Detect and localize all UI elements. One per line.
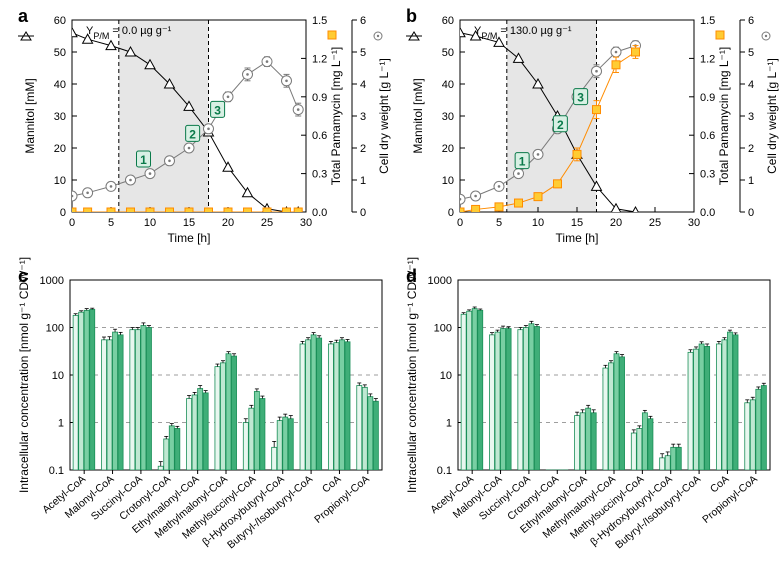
svg-text:Intracellular concentration [n: Intracellular concentration [nmol g⁻¹ CD… — [405, 257, 419, 493]
svg-text:d: d — [406, 266, 417, 286]
svg-text:4: 4 — [360, 79, 366, 91]
svg-text:1000: 1000 — [428, 275, 452, 287]
svg-text:CoA: CoA — [708, 473, 731, 495]
svg-text:60: 60 — [442, 15, 454, 27]
svg-text:0.3: 0.3 — [700, 169, 715, 181]
svg-text:0: 0 — [448, 207, 454, 219]
svg-text:1.2: 1.2 — [700, 53, 715, 65]
svg-text:20: 20 — [222, 217, 234, 229]
svg-text:20: 20 — [610, 217, 622, 229]
svg-text:50: 50 — [54, 47, 66, 59]
svg-text:0.6: 0.6 — [312, 130, 327, 142]
svg-text:30: 30 — [688, 217, 700, 229]
svg-text:5: 5 — [360, 47, 366, 59]
svg-text:10: 10 — [532, 217, 544, 229]
svg-text:0: 0 — [60, 207, 66, 219]
svg-text:3: 3 — [577, 91, 584, 105]
svg-text:0.1: 0.1 — [437, 465, 452, 477]
svg-text:5: 5 — [748, 47, 754, 59]
svg-text:1: 1 — [748, 175, 754, 187]
svg-text:0.1: 0.1 — [49, 465, 64, 477]
svg-text:30: 30 — [442, 111, 454, 123]
svg-text:20: 20 — [54, 143, 66, 155]
svg-text:Cell dry weight [g L⁻¹]: Cell dry weight [g L⁻¹] — [377, 58, 391, 174]
svg-text:2: 2 — [557, 118, 564, 132]
svg-text:1.5: 1.5 — [312, 15, 327, 27]
svg-text:1: 1 — [446, 418, 452, 430]
svg-text:1000: 1000 — [40, 275, 64, 287]
svg-text:2: 2 — [748, 143, 754, 155]
svg-text:2: 2 — [189, 127, 196, 141]
svg-text:1: 1 — [58, 418, 64, 430]
svg-text:20: 20 — [442, 143, 454, 155]
svg-text:1: 1 — [519, 155, 526, 169]
svg-text:10: 10 — [144, 217, 156, 229]
svg-text:30: 30 — [54, 111, 66, 123]
svg-text:3: 3 — [360, 111, 366, 123]
svg-text:100: 100 — [434, 323, 452, 335]
svg-text:10: 10 — [52, 370, 64, 382]
svg-text:3: 3 — [748, 111, 754, 123]
svg-text:2: 2 — [360, 143, 366, 155]
svg-text:15: 15 — [571, 217, 583, 229]
figure-svg: 051015202530Time [h]0102030405060Mannito… — [0, 0, 784, 570]
svg-text:0.0: 0.0 — [700, 207, 715, 219]
svg-text:6: 6 — [360, 15, 366, 27]
svg-text:30: 30 — [300, 217, 312, 229]
svg-text:Total Pamamycin [mg L⁻¹]: Total Pamamycin [mg L⁻¹] — [717, 47, 731, 185]
svg-text:CoA: CoA — [320, 473, 343, 495]
svg-text:5: 5 — [496, 217, 502, 229]
svg-text:Cell dry weight [g L⁻¹]: Cell dry weight [g L⁻¹] — [765, 58, 779, 174]
svg-text:5: 5 — [108, 217, 114, 229]
svg-text:0: 0 — [457, 217, 463, 229]
svg-text:10: 10 — [54, 175, 66, 187]
svg-text:b: b — [406, 6, 417, 26]
svg-text:100: 100 — [46, 323, 64, 335]
svg-text:a: a — [18, 6, 29, 26]
svg-text:1: 1 — [140, 153, 147, 167]
svg-text:0.9: 0.9 — [700, 92, 715, 104]
svg-text:40: 40 — [54, 79, 66, 91]
svg-text:0: 0 — [360, 207, 366, 219]
svg-text:3: 3 — [214, 103, 221, 117]
svg-text:10: 10 — [440, 370, 452, 382]
svg-text:0.6: 0.6 — [700, 130, 715, 142]
svg-text:Mannitol [mM]: Mannitol [mM] — [23, 78, 37, 153]
svg-text:15: 15 — [183, 217, 195, 229]
svg-text:1: 1 — [360, 175, 366, 187]
svg-text:Total Pamamycin [mg L⁻¹]: Total Pamamycin [mg L⁻¹] — [329, 47, 343, 185]
svg-text:10: 10 — [442, 175, 454, 187]
svg-text:25: 25 — [261, 217, 273, 229]
svg-text:0: 0 — [69, 217, 75, 229]
svg-text:Time [h]: Time [h] — [168, 231, 211, 245]
svg-text:0: 0 — [748, 207, 754, 219]
svg-text:Mannitol [mM]: Mannitol [mM] — [411, 78, 425, 153]
svg-text:1.5: 1.5 — [700, 15, 715, 27]
svg-text:c: c — [18, 266, 28, 286]
svg-text:25: 25 — [649, 217, 661, 229]
svg-text:1.2: 1.2 — [312, 53, 327, 65]
svg-text:4: 4 — [748, 79, 754, 91]
svg-text:60: 60 — [54, 15, 66, 27]
svg-text:Intracellular concentration [n: Intracellular concentration [nmol g⁻¹ CD… — [17, 257, 31, 493]
svg-text:0.9: 0.9 — [312, 92, 327, 104]
svg-text:Time [h]: Time [h] — [556, 231, 599, 245]
svg-text:6: 6 — [748, 15, 754, 27]
svg-text:0.0: 0.0 — [312, 207, 327, 219]
figure-root: 051015202530Time [h]0102030405060Mannito… — [0, 0, 784, 570]
svg-text:50: 50 — [442, 47, 454, 59]
svg-text:40: 40 — [442, 79, 454, 91]
svg-text:0.3: 0.3 — [312, 169, 327, 181]
